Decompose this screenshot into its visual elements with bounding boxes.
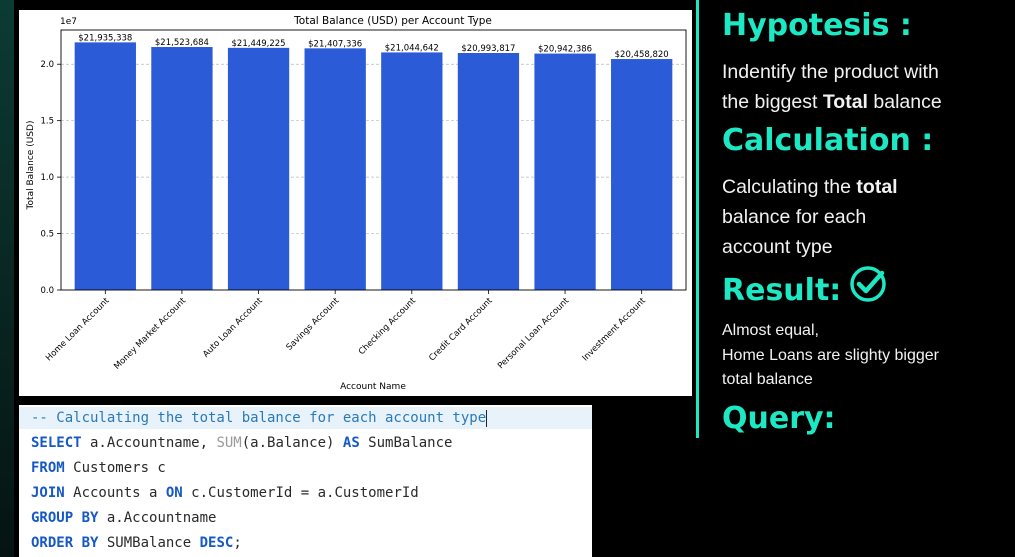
bar: [304, 48, 366, 291]
bar: [381, 52, 443, 291]
kw-join: JOIN: [31, 485, 65, 501]
query-heading: Query:: [722, 401, 836, 436]
bar-value-label: $21,407,336: [308, 39, 362, 49]
calculation-line-1: Calculating the total: [722, 172, 898, 202]
bar: [227, 47, 290, 290]
chart-title: Total Balance (USD) per Account Type: [293, 15, 492, 27]
hypothesis-line-2a: the biggest: [722, 91, 823, 113]
calculation-text: Calculating the total balance for each a…: [722, 172, 898, 262]
kw-from: FROM: [31, 460, 65, 476]
kw-on: ON: [165, 485, 183, 501]
code-line-join: JOIN Accounts a ON c.CustomerId = a.Cust…: [31, 482, 419, 504]
hypothesis-line-2: the biggest Total balance: [722, 87, 942, 117]
code-line-select: SELECT a.Accountname, SUM(a.Balance) AS …: [31, 432, 452, 454]
kw-as: AS: [342, 435, 360, 451]
x-tick-label: Checking Account: [357, 296, 419, 358]
sum-args: (a.Balance): [241, 435, 343, 451]
kw-select: SELECT: [31, 435, 82, 451]
x-axis-label: Account Name: [340, 382, 406, 392]
join-table: Accounts a: [64, 485, 166, 501]
y-tick-label: 2.0: [40, 60, 54, 70]
join-condition: c.CustomerId = a.CustomerId: [182, 485, 419, 501]
x-tick-label: Savings Account: [285, 296, 342, 353]
select-columns: a.Accountname,: [81, 435, 217, 451]
bar-value-label: $20,942,386: [538, 45, 592, 55]
bar-value-label: $20,993,817: [461, 44, 515, 54]
y-axis-label: Total Balance (USD): [26, 121, 36, 211]
code-line-order: ORDER BY SUMBalance DESC;: [31, 532, 242, 554]
x-tick-label: Home Loan Account: [44, 296, 112, 364]
result-text: Almost equal, Home Loans are slighty big…: [722, 319, 939, 393]
bar-value-label: $20,458,820: [615, 50, 669, 60]
y-tick-label: 0.0: [40, 286, 54, 296]
hypothesis-text: Indentify the product with the biggest T…: [722, 57, 942, 117]
kw-desc: DESC: [199, 535, 234, 551]
bar-chart: Total Balance (USD) per Account Type 1e7…: [26, 15, 687, 392]
result-heading-text: Result:: [722, 273, 842, 308]
bar-value-label: $21,044,642: [385, 43, 439, 53]
code-line-comment: -- Calculating the total balance for eac…: [19, 407, 592, 429]
from-table: Customers c: [64, 460, 166, 476]
chart-panel: Total Balance (USD) per Account Type 1e7…: [19, 10, 692, 396]
fn-sum: SUM: [216, 435, 242, 451]
calculation-line-2: balance for each: [722, 206, 867, 228]
group-column: a.Accountname: [98, 510, 217, 526]
x-tick-label: Personal Loan Account: [496, 296, 572, 372]
y-tick-label: 1.5: [40, 117, 54, 127]
x-tick-label: Money Market Account: [112, 296, 188, 372]
result-line-2: Home Loans are slighty bigger: [722, 346, 940, 364]
x-tick-label: Credit Card Account: [427, 296, 495, 364]
calculation-bold-total: total: [856, 176, 898, 198]
bar: [534, 53, 596, 291]
hypothesis-line-1: Indentify the product with: [722, 61, 939, 83]
x-tick-label: Auto Loan Account: [201, 296, 265, 360]
result-heading: Result:: [722, 265, 887, 315]
bar-value-label: $21,449,225: [232, 39, 286, 49]
bar-value-label: $21,523,684: [155, 38, 209, 48]
code-line-from: FROM Customers c: [31, 457, 166, 479]
vertical-divider: [696, 0, 699, 438]
calculation-heading: Calculation :: [722, 123, 934, 158]
accent-strip: [0, 0, 14, 557]
alias-name: SumBalance: [359, 435, 453, 451]
bar-value-label: $21,935,338: [78, 33, 132, 43]
bar: [611, 59, 673, 291]
check-circle-icon: [849, 265, 887, 312]
calculation-line-1a: Calculating the: [722, 176, 857, 198]
hypothesis-heading: Hypotesis :: [722, 8, 912, 43]
hypothesis-bold-total: Total: [822, 91, 868, 113]
plot-frame: [60, 29, 687, 291]
order-column: SUMBalance: [98, 535, 200, 551]
bar: [74, 42, 136, 290]
calculation-line-3: account type: [722, 236, 833, 258]
text-cursor: [486, 409, 488, 427]
bar: [457, 52, 520, 290]
result-line-3: total balance: [722, 371, 813, 388]
kw-group-by: GROUP BY: [31, 510, 99, 526]
sql-query-panel: -- Calculating the total balance for eac…: [19, 405, 592, 557]
y-tick-label: 1.0: [40, 173, 54, 183]
bar: [151, 47, 213, 291]
y-axis-multiplier: 1e7: [60, 17, 77, 27]
x-tick-label: Investment Account: [581, 296, 649, 364]
result-line-1: Almost equal,: [722, 322, 819, 339]
sql-comment: -- Calculating the total balance for eac…: [31, 410, 487, 426]
code-line-group: GROUP BY a.Accountname: [31, 507, 216, 529]
statement-end: ;: [233, 535, 242, 551]
kw-order-by: ORDER BY: [31, 535, 99, 551]
hypothesis-line-2c: balance: [867, 91, 942, 113]
y-tick-label: 0.5: [40, 230, 54, 240]
